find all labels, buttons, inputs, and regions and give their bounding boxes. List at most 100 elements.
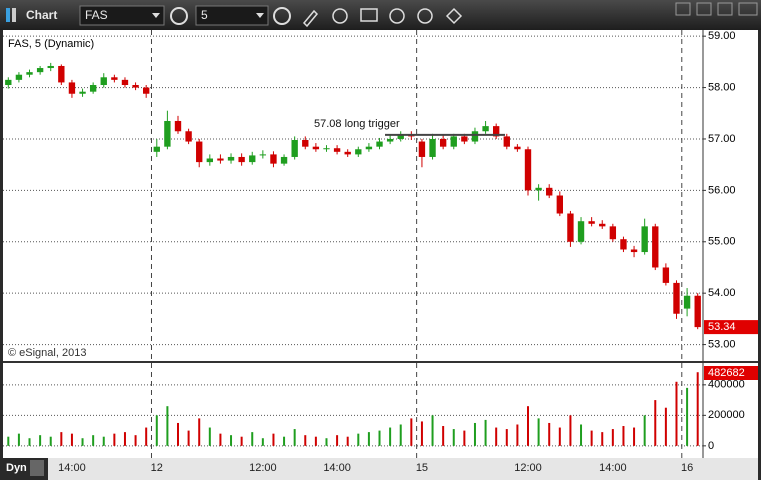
symbol-box[interactable] (79, 5, 165, 26)
candle-body (68, 82, 76, 94)
volume-bar (240, 436, 243, 446)
candle-body (493, 126, 500, 137)
x-tick-label: 16 (681, 462, 693, 474)
candle-body (5, 79, 12, 85)
volume-bar (389, 427, 392, 446)
candle-body (514, 146, 521, 150)
volume-bar (134, 435, 137, 446)
candle-body (164, 120, 171, 147)
volume-bar (60, 432, 63, 446)
volume-bar (537, 418, 540, 446)
candle-body (599, 223, 606, 227)
volume-bar (304, 435, 307, 446)
candle-body (694, 295, 701, 328)
volume-bar (113, 433, 116, 446)
candle-body (79, 91, 86, 94)
volume-bar (558, 427, 561, 446)
candle-body (333, 148, 341, 152)
volume-bar (314, 436, 317, 446)
y-tick-label: 59.00 (708, 30, 736, 42)
play-icon[interactable] (389, 8, 405, 24)
volume-bar (325, 438, 328, 446)
candle-body (376, 141, 383, 147)
candle-body (36, 68, 44, 73)
volume-bar (155, 415, 158, 446)
x-tick-label: 12 (151, 462, 163, 474)
volume-bar (70, 433, 73, 446)
volume-bar (611, 429, 614, 446)
window-button[interactable] (675, 2, 691, 16)
x-tick-label: 15 (416, 462, 428, 474)
candle-body (524, 149, 532, 191)
y-tick-label: 200000 (708, 409, 745, 421)
volume-bar (569, 415, 572, 446)
interval-box[interactable] (195, 5, 269, 26)
symbol[interactable]: FAS (85, 8, 108, 22)
volume-bar (452, 429, 455, 446)
volume-bar (251, 432, 254, 446)
volume-bar (49, 436, 52, 446)
candle-body (397, 134, 404, 139)
last-volume-label: 482682 (708, 367, 745, 379)
y-tick-label: 57.00 (708, 133, 736, 145)
dropdown-arrow[interactable] (256, 13, 264, 18)
y-tick-label: 56.00 (708, 184, 736, 196)
window-button[interactable] (696, 2, 712, 16)
draw-icon[interactable] (302, 9, 319, 28)
candle-body (482, 126, 489, 132)
candle-body (662, 267, 670, 283)
candle-body (132, 85, 139, 88)
y-tick-label: 53.00 (708, 338, 736, 350)
candle-body (323, 148, 330, 150)
y-tick-label: 0 (708, 440, 714, 452)
candle-body (630, 249, 638, 253)
volume-bar (442, 426, 445, 446)
y-tick-label: 400000 (708, 379, 745, 391)
refresh-icon[interactable] (332, 8, 348, 24)
study-icon[interactable] (360, 8, 378, 22)
mode-icon[interactable] (30, 460, 44, 476)
candle-body (47, 65, 54, 69)
candle-body (535, 187, 542, 191)
volume-bar (495, 427, 498, 446)
candle-body (683, 295, 691, 309)
volume-bar (527, 406, 529, 446)
last-volume-box (704, 366, 758, 380)
candle-body (556, 195, 563, 214)
candle-body (620, 239, 627, 250)
dropdown-arrow[interactable] (152, 13, 160, 18)
alert-icon[interactable] (417, 8, 433, 24)
volume-bar (675, 381, 678, 446)
candle-body (471, 131, 479, 142)
tool-icon[interactable] (445, 7, 463, 25)
candle-body (143, 87, 150, 94)
candle-body (461, 136, 468, 142)
candle-body (439, 138, 447, 147)
time-icon[interactable] (273, 7, 291, 25)
volume-bar (123, 432, 126, 446)
volume-bar (516, 424, 519, 446)
volume-bar (686, 387, 689, 446)
volume-bar (633, 427, 636, 446)
candle-body (89, 85, 97, 92)
candle-body (153, 146, 160, 152)
window-title: Chart (26, 8, 57, 22)
candle-body (652, 226, 659, 268)
volume-bar (431, 415, 434, 446)
candle-body (673, 282, 680, 314)
candle-body (567, 213, 574, 242)
volume-bar (484, 419, 487, 446)
volume-bar (230, 435, 233, 446)
volume-bar (198, 418, 201, 446)
volume-bar (145, 427, 148, 446)
window-button[interactable] (717, 2, 733, 16)
volume-bar (177, 422, 179, 446)
candle-body (450, 136, 457, 147)
x-tick-label: 12:00 (514, 462, 542, 474)
window-button[interactable] (738, 2, 758, 16)
volume-bar (39, 435, 42, 446)
settings-icon[interactable] (170, 7, 188, 25)
candle-body (121, 79, 129, 85)
y-tick-label: 58.00 (708, 81, 736, 93)
interval[interactable]: 5 (201, 8, 208, 22)
